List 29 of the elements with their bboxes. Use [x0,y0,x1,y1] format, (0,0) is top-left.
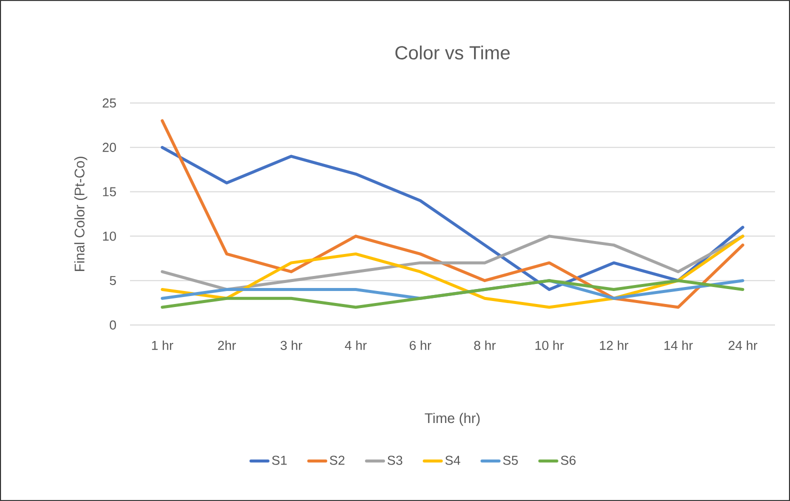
y-tick-label: 5 [110,276,116,286]
line-series [160,279,744,309]
y-tick-label: 20 [102,142,116,152]
x-tick-label: 3 hr [280,340,302,350]
x-tick-label: 10 hr [535,340,564,350]
chart-title: Color vs Time [395,46,510,60]
line-series [160,234,744,309]
x-axis-title: Time (hr) [424,412,480,426]
legend-label: S1 [272,456,287,465]
x-tick-label: 1 hr [152,340,174,350]
x-tick-label: 4 hr [344,340,367,350]
y-axis-title: Final Color (Pt-Co) [74,156,88,271]
line-series [160,119,744,309]
x-tick-label: 6 hr [410,340,432,350]
x-tick-label: 14 hr [664,340,693,350]
y-tick-label: 0 [110,320,116,330]
x-tick-label: 24 hr [728,340,758,350]
y-tick-label: 10 [103,232,116,241]
y-tick-label: 25 [102,98,116,108]
y-tick-label: 15 [103,187,116,196]
legend-label: S4 [445,456,460,465]
line-series [160,146,744,291]
legend-label: S5 [503,456,518,465]
x-tick-label: 8 hr [474,340,496,350]
legend-label: S2 [330,456,344,465]
x-tick-label: 12 hr [600,340,628,350]
legend-label: S3 [388,456,402,465]
x-tick-label: 2hr [218,340,236,350]
legend-label: S6 [560,456,576,465]
